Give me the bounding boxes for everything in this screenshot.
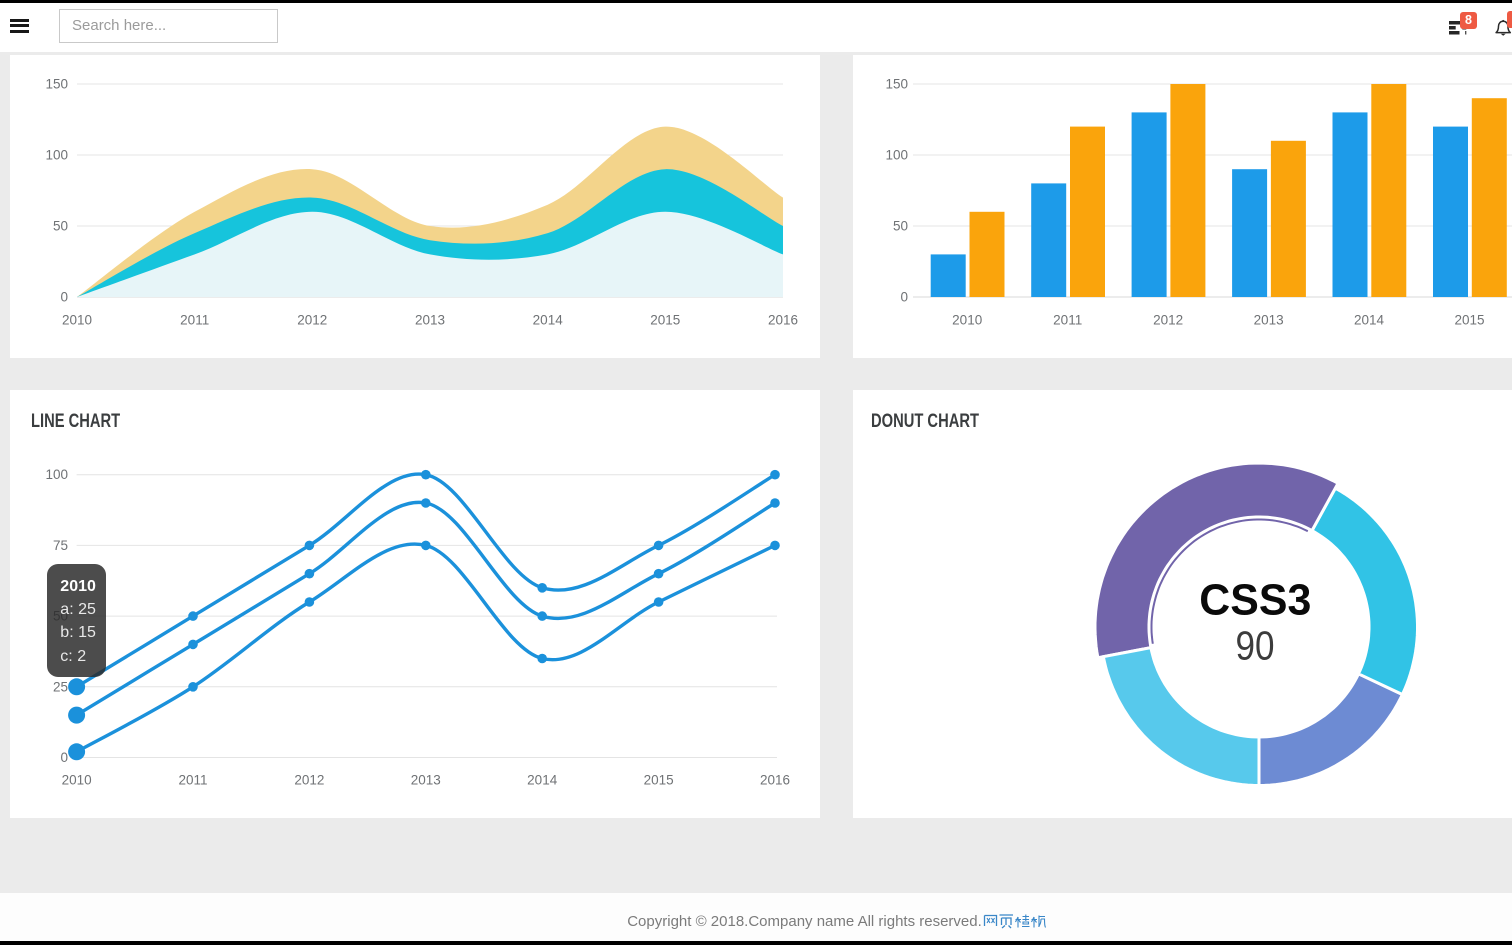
svg-text:2010: 2010 xyxy=(62,773,92,788)
svg-text:2014: 2014 xyxy=(527,773,558,788)
svg-text:2010: 2010 xyxy=(62,313,92,328)
svg-text:2016: 2016 xyxy=(768,313,798,328)
svg-text:50: 50 xyxy=(53,219,68,234)
svg-text:2014: 2014 xyxy=(1354,313,1385,328)
svg-text:2011: 2011 xyxy=(1053,313,1082,328)
svg-text:90: 90 xyxy=(1236,623,1275,669)
svg-text:0: 0 xyxy=(900,290,908,305)
svg-text:CSS3: CSS3 xyxy=(1199,576,1311,625)
svg-text:2011: 2011 xyxy=(180,313,209,328)
svg-text:2012: 2012 xyxy=(1153,313,1183,328)
svg-text:2013: 2013 xyxy=(415,313,445,328)
svg-text:75: 75 xyxy=(53,538,68,553)
svg-text:2012: 2012 xyxy=(297,313,327,328)
svg-text:2015: 2015 xyxy=(1454,313,1484,328)
svg-text:2015: 2015 xyxy=(644,773,674,788)
svg-text:100: 100 xyxy=(885,148,908,163)
svg-text:100: 100 xyxy=(45,148,68,163)
svg-text:2013: 2013 xyxy=(411,773,441,788)
svg-text:25: 25 xyxy=(53,679,68,694)
svg-text:100: 100 xyxy=(45,467,68,482)
svg-text:2016: 2016 xyxy=(760,773,790,788)
svg-text:2015: 2015 xyxy=(650,313,680,328)
svg-text:2013: 2013 xyxy=(1254,313,1284,328)
svg-text:150: 150 xyxy=(885,77,908,92)
svg-text:150: 150 xyxy=(45,77,68,92)
svg-text:0: 0 xyxy=(60,750,68,765)
svg-text:2014: 2014 xyxy=(533,313,564,328)
svg-text:2012: 2012 xyxy=(294,773,324,788)
svg-text:0: 0 xyxy=(60,290,68,305)
svg-text:50: 50 xyxy=(893,219,908,234)
svg-text:2011: 2011 xyxy=(178,773,207,788)
svg-text:2010: 2010 xyxy=(952,313,982,328)
